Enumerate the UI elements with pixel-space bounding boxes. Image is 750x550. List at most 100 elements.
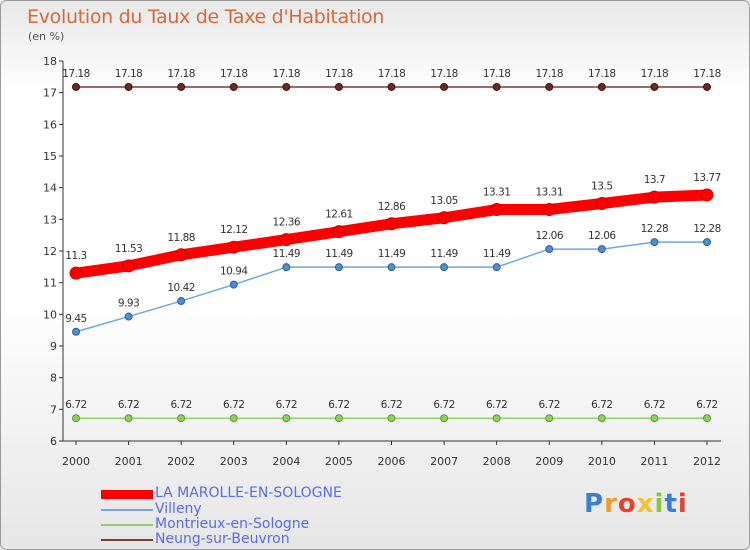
data-point — [177, 414, 186, 423]
x-tick-label: 2012 — [693, 455, 721, 468]
data-label: 17.18 — [220, 68, 248, 80]
data-label: 13.05 — [430, 195, 458, 207]
y-tick-label: 10 — [43, 308, 57, 321]
data-label: 17.18 — [430, 68, 458, 80]
legend-swatch — [101, 539, 153, 541]
data-point — [72, 82, 80, 91]
data-label: 11.49 — [273, 248, 301, 260]
data-label: 10.42 — [167, 282, 195, 294]
data-label: 11.49 — [430, 248, 458, 260]
data-label: 6.72 — [223, 399, 244, 411]
data-point — [174, 248, 188, 262]
data-label: 6.72 — [65, 399, 86, 411]
proxiti-logo: Proxiti — [584, 489, 688, 519]
data-label: 10.94 — [220, 266, 248, 278]
data-label: 17.18 — [325, 68, 353, 80]
data-point — [282, 414, 291, 423]
legend-label: Villeny — [155, 501, 202, 517]
y-tick-label: 6 — [50, 435, 57, 448]
y-tick-label: 18 — [43, 55, 57, 68]
legend-label: LA MAROLLE-EN-SOLOGNE — [155, 485, 342, 501]
x-tick-label: 2008 — [483, 455, 511, 468]
data-point — [545, 414, 554, 423]
data-point — [124, 82, 133, 91]
data-label: 6.72 — [539, 399, 560, 411]
data-label: 11.49 — [378, 248, 406, 260]
unit-label: (en %) — [28, 30, 65, 43]
data-label: 12.06 — [535, 230, 563, 242]
chart-title: Evolution du Taux de Taxe d'Habitation — [27, 6, 385, 28]
data-point — [227, 240, 241, 254]
x-tick-label: 2005 — [325, 455, 353, 468]
data-label: 17.18 — [535, 68, 563, 80]
data-label: 13.5 — [591, 181, 612, 193]
data-point — [650, 414, 659, 423]
data-label: 13.7 — [644, 174, 665, 186]
data-point — [700, 188, 714, 202]
x-tick-label: 2011 — [640, 455, 668, 468]
data-point — [597, 82, 606, 91]
y-tick-label: 7 — [50, 403, 57, 416]
data-label: 17.18 — [693, 68, 721, 80]
data-label: 17.18 — [483, 68, 511, 80]
y-tick-label: 14 — [43, 182, 57, 195]
data-point — [387, 263, 396, 272]
data-point — [545, 245, 554, 254]
data-label: 6.72 — [696, 399, 717, 411]
data-point — [647, 190, 661, 204]
data-point — [595, 197, 609, 210]
data-label: 9.45 — [65, 313, 86, 325]
data-point — [72, 414, 80, 423]
data-point — [385, 217, 398, 231]
data-point — [492, 414, 501, 423]
data-point — [492, 82, 501, 91]
legend-swatch — [101, 490, 153, 499]
data-point — [124, 414, 133, 423]
data-point — [279, 233, 293, 247]
data-label: 17.18 — [167, 68, 195, 80]
data-label: 17.18 — [62, 68, 90, 80]
data-point — [387, 414, 396, 423]
data-label: 17.18 — [378, 68, 406, 80]
data-point — [650, 238, 659, 247]
data-label: 6.72 — [644, 399, 665, 411]
data-label: 11.49 — [483, 248, 511, 260]
data-label: 12.36 — [273, 217, 301, 229]
data-label: 12.12 — [220, 224, 248, 236]
data-label: 17.18 — [641, 68, 669, 80]
data-point — [387, 82, 396, 91]
legend-label: Neung-sur-Beuvron — [155, 531, 290, 547]
data-point — [440, 82, 449, 91]
x-tick-label: 2001 — [115, 455, 143, 468]
data-point — [122, 259, 136, 273]
data-label: 11.88 — [167, 232, 195, 244]
data-point — [229, 414, 238, 423]
logo-letter: i — [654, 489, 665, 519]
legend-swatch — [101, 524, 153, 526]
data-point — [334, 414, 343, 423]
y-tick-label: 9 — [50, 340, 57, 353]
data-point — [177, 82, 186, 91]
data-point — [703, 238, 711, 247]
y-tick-label: 11 — [43, 277, 57, 290]
data-label: 13.31 — [535, 187, 563, 199]
data-point — [440, 263, 449, 272]
x-tick-label: 2002 — [167, 455, 195, 468]
data-point — [490, 203, 504, 217]
data-point — [703, 82, 711, 91]
x-tick-label: 2004 — [272, 455, 300, 468]
logo-letter: r — [604, 489, 618, 519]
data-point — [229, 280, 238, 289]
y-tick-label: 12 — [43, 245, 57, 258]
data-point — [703, 414, 711, 423]
data-point — [72, 327, 80, 336]
data-point — [545, 82, 554, 91]
y-tick-label: 13 — [43, 213, 57, 226]
data-label: 17.18 — [115, 68, 143, 80]
data-point — [440, 414, 449, 423]
data-label: 11.53 — [115, 243, 143, 255]
data-label: 12.06 — [588, 230, 616, 242]
data-point — [229, 82, 238, 91]
x-tick-label: 2006 — [378, 455, 406, 468]
